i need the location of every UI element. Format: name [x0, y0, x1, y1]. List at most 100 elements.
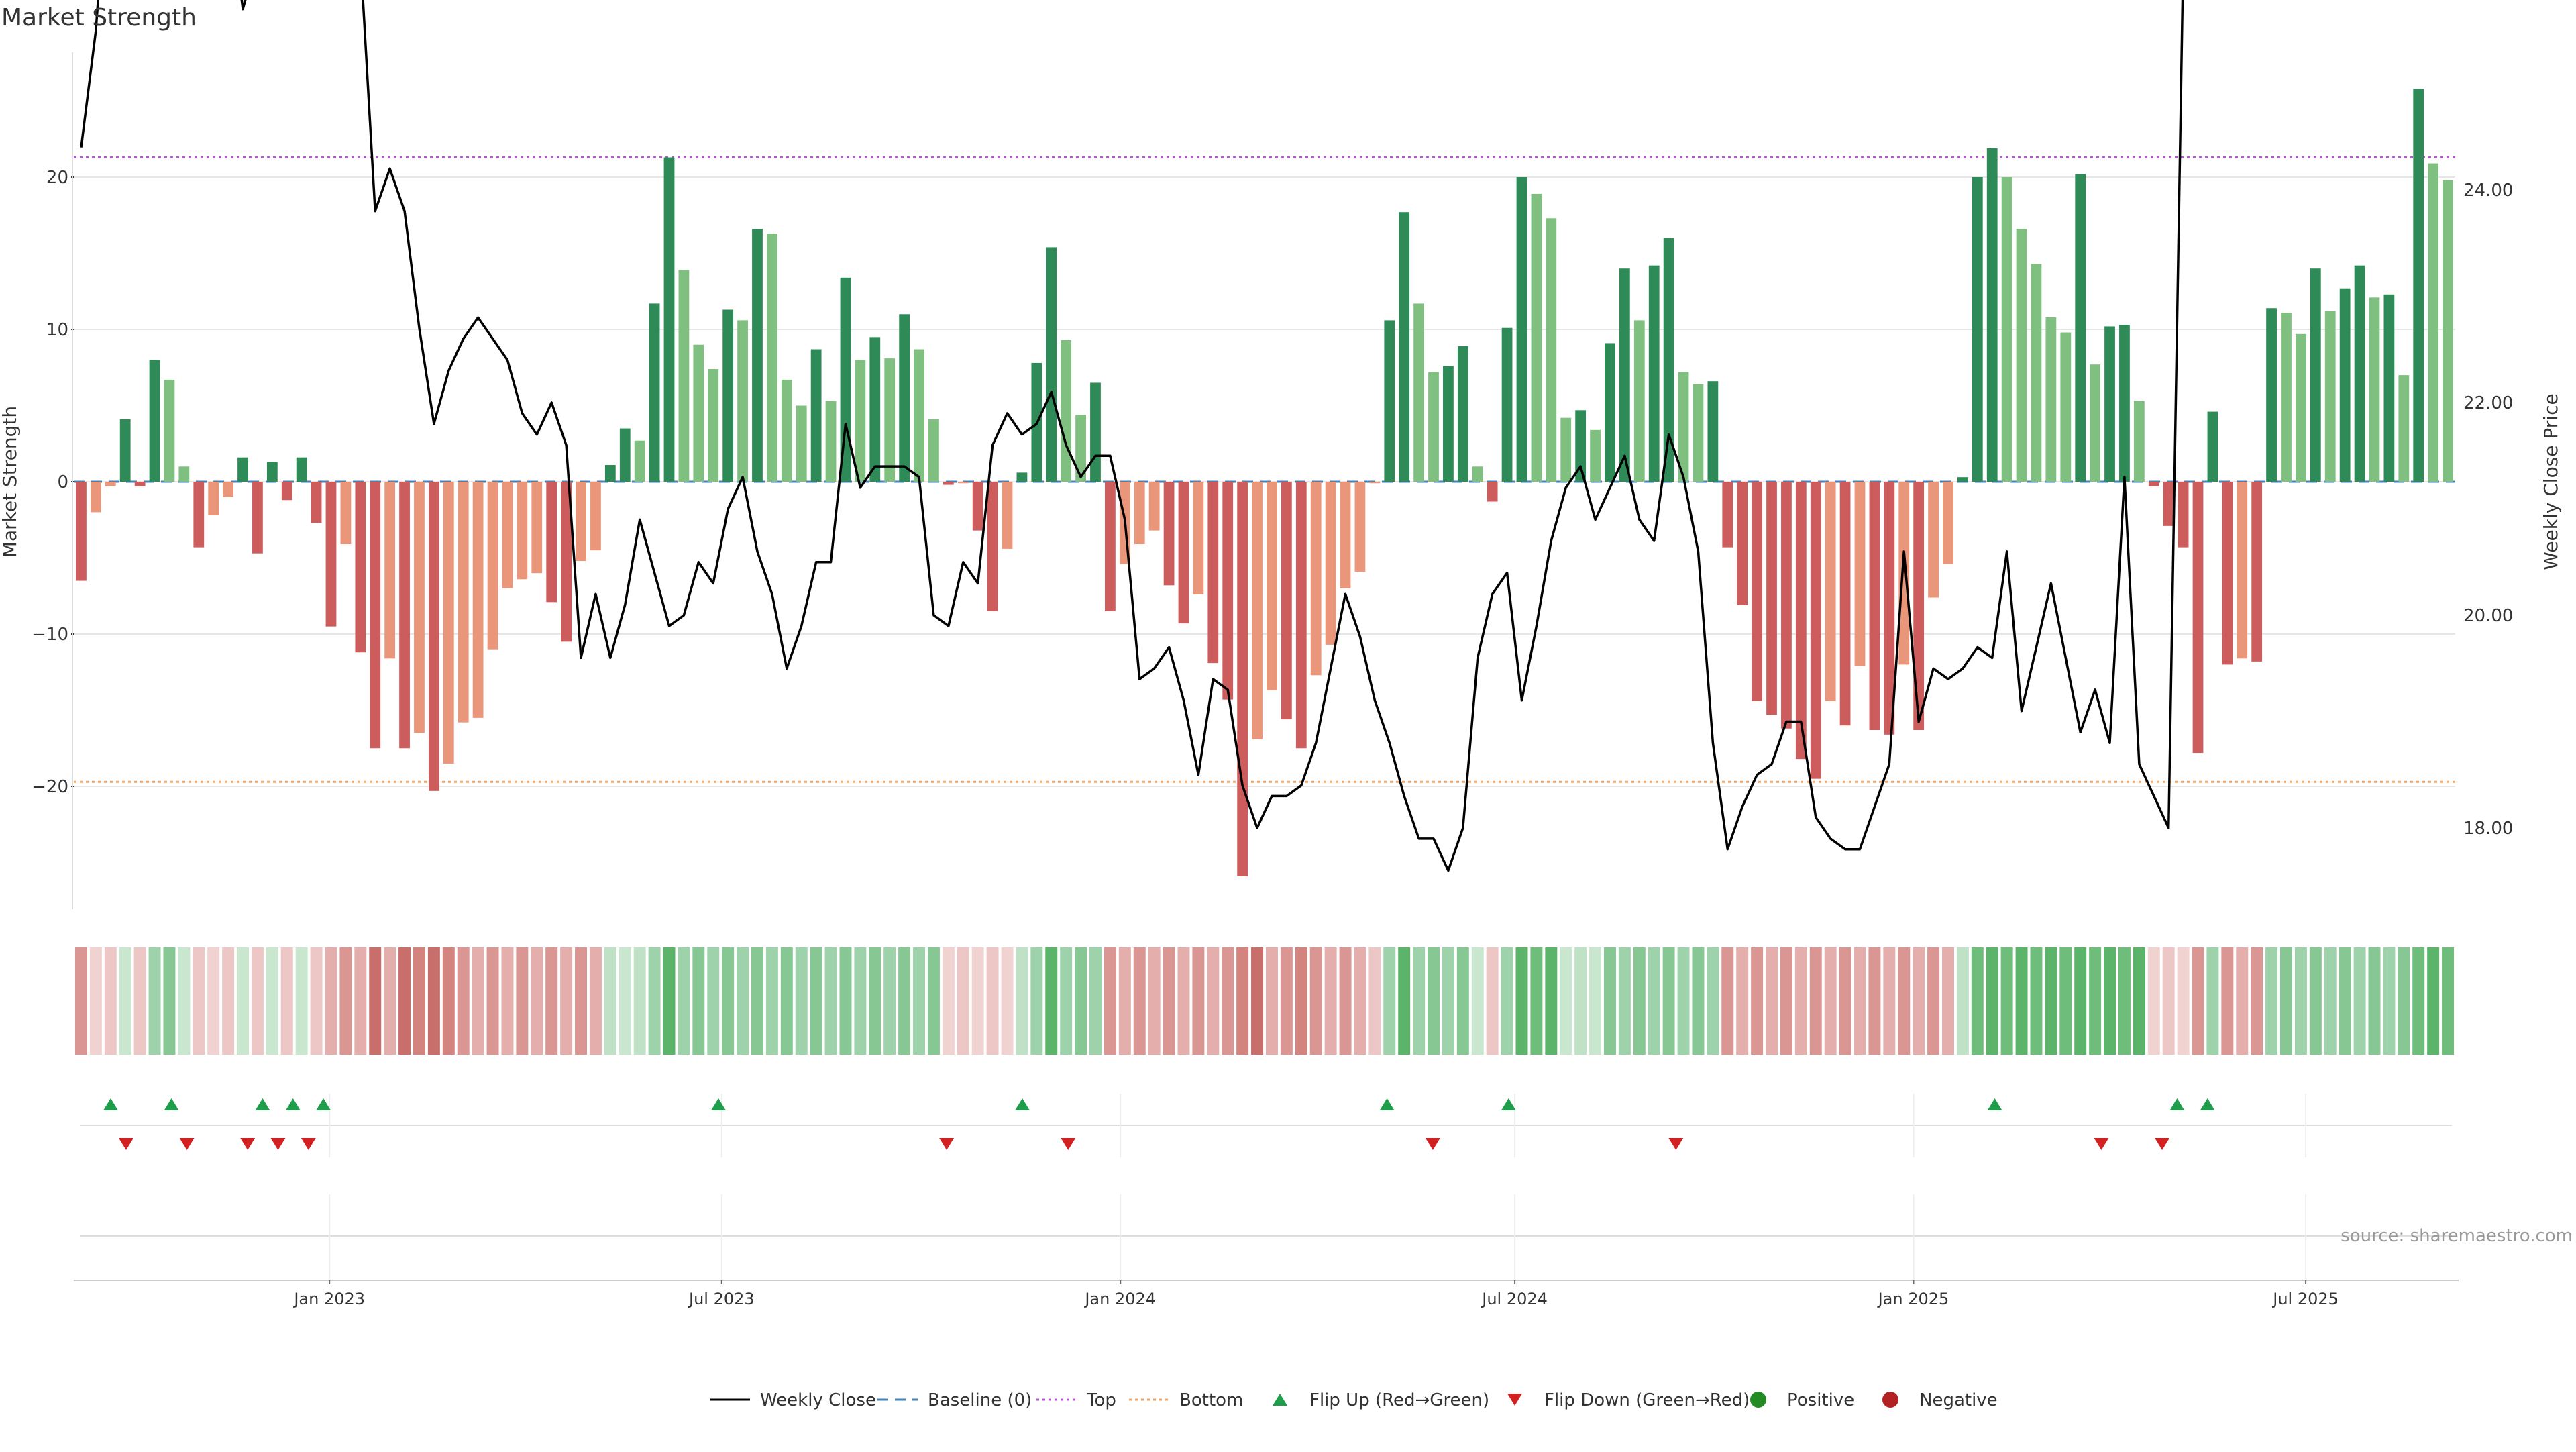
chart-title: Market Strength — [1, 4, 197, 32]
state-strip-cell — [795, 947, 808, 1055]
strength-bar — [370, 482, 381, 749]
strength-bar — [384, 482, 396, 659]
strength-bar — [1354, 482, 1366, 572]
strength-bar — [2296, 333, 2306, 482]
strength-bar — [472, 482, 484, 718]
flip-down-marker — [270, 1138, 286, 1150]
x-tick-label: Jul 2023 — [688, 1290, 755, 1308]
x-tick-label: Jan 2024 — [1083, 1290, 1156, 1308]
flip-up-marker — [255, 1098, 270, 1110]
strength-bar — [957, 482, 969, 484]
strength-bar — [1943, 482, 1953, 564]
strength-bar — [1884, 482, 1895, 735]
strength-bar — [311, 482, 322, 523]
strength-bar — [576, 482, 586, 562]
strength-bar — [399, 482, 410, 749]
state-strip-cell — [2162, 947, 2175, 1055]
state-strip-cell — [707, 947, 720, 1055]
state-strip-cell — [2427, 947, 2440, 1055]
state-strip-cell — [1442, 947, 1454, 1055]
state-strip-cell — [1309, 947, 1322, 1055]
strength-bar — [1148, 482, 1160, 531]
strength-bar — [1487, 482, 1498, 502]
state-strip-cell — [1075, 947, 1087, 1055]
strength-bar — [149, 360, 160, 482]
flip-up-marker — [285, 1098, 301, 1110]
state-strip-cell — [575, 947, 588, 1055]
strength-bar — [105, 482, 116, 486]
state-strip-cell — [1089, 947, 1102, 1055]
strength-bar — [1384, 320, 1395, 482]
strength-bar — [1678, 372, 1689, 482]
state-strip-cell — [780, 947, 793, 1055]
strength-bar — [1575, 410, 1587, 482]
flip-down-marker — [179, 1138, 195, 1150]
strength-bar — [1781, 482, 1792, 729]
strength-bar — [928, 419, 939, 482]
strength-bar — [855, 360, 866, 482]
state-strip-cell — [1104, 947, 1116, 1055]
state-strip-cell — [1118, 947, 1131, 1055]
source-note: source: sharemaestro.com — [2341, 1226, 2573, 1246]
strength-bar — [355, 482, 366, 653]
strength-bar — [914, 349, 924, 482]
state-strip-cell — [339, 947, 352, 1055]
legend-label: Flip Up (Red→Green) — [1309, 1390, 1489, 1410]
state-strip-cell — [1956, 947, 1969, 1055]
state-strip-cell — [1133, 947, 1146, 1055]
strength-bar — [1913, 482, 1925, 731]
state-strip-cell — [163, 947, 176, 1055]
state-strip-cell — [957, 947, 969, 1055]
flip-down-marker — [1425, 1138, 1440, 1150]
state-strip-cell — [971, 947, 984, 1055]
state-strip-cell — [2339, 947, 2351, 1055]
strength-bar — [2369, 297, 2380, 482]
legend-item: Baseline (0) — [877, 1390, 1032, 1410]
state-strip-cell — [427, 947, 440, 1055]
state-strip-cell — [1368, 947, 1381, 1055]
legend-swatch-dot — [1750, 1392, 1766, 1408]
strength-bar — [1237, 482, 1248, 876]
strength-bar — [604, 465, 616, 482]
strength-bar — [649, 303, 660, 482]
state-strip-cell — [1677, 947, 1690, 1055]
strength-bar — [1766, 482, 1777, 715]
state-strip-cell — [854, 947, 867, 1055]
state-strip-cell — [1721, 947, 1734, 1055]
state-strip-cell — [619, 947, 631, 1055]
strength-bar — [237, 457, 248, 482]
state-strip-cell — [942, 947, 955, 1055]
state-strip-cell — [1016, 947, 1028, 1055]
strength-bar — [752, 229, 763, 482]
state-strip-cell — [1001, 947, 1014, 1055]
legend-swatch-dot — [1882, 1392, 1898, 1408]
state-strip-cell — [2059, 947, 2072, 1055]
state-strip-cell — [2192, 947, 2204, 1055]
strength-bar — [1693, 384, 1704, 482]
state-strip-cell — [501, 947, 514, 1055]
strength-bar — [2060, 332, 2072, 482]
strength-bar — [2090, 364, 2101, 482]
legend-label: Top — [1086, 1390, 1116, 1410]
strength-bar — [1737, 482, 1748, 605]
strength-bar — [899, 314, 910, 482]
y2-tick-label: 18.00 — [2463, 819, 2513, 839]
strength-bar — [1795, 482, 1807, 760]
state-strip-cell — [2118, 947, 2131, 1055]
strength-bar — [458, 482, 469, 723]
strength-bar — [1898, 482, 1910, 665]
legend-label: Baseline (0) — [928, 1390, 1032, 1410]
legend-label: Negative — [1919, 1390, 1998, 1410]
flip-down-marker — [2155, 1138, 2170, 1150]
state-strip-cell — [1736, 947, 1749, 1055]
state-strip-cell — [1251, 947, 1264, 1055]
strength-bar — [1501, 327, 1513, 482]
strength-bar — [252, 482, 263, 554]
strength-bar — [2133, 401, 2145, 482]
strength-bar — [428, 482, 439, 791]
flip-down-marker — [1061, 1138, 1076, 1150]
strength-bar — [796, 405, 807, 482]
flip-down-marker — [1668, 1138, 1684, 1150]
state-strip-cell — [193, 947, 205, 1055]
date-axis-panel: Jan 2023 Jul 2023 Jan 2024 Jul 2024 Jan 2025… — [74, 1194, 2459, 1308]
